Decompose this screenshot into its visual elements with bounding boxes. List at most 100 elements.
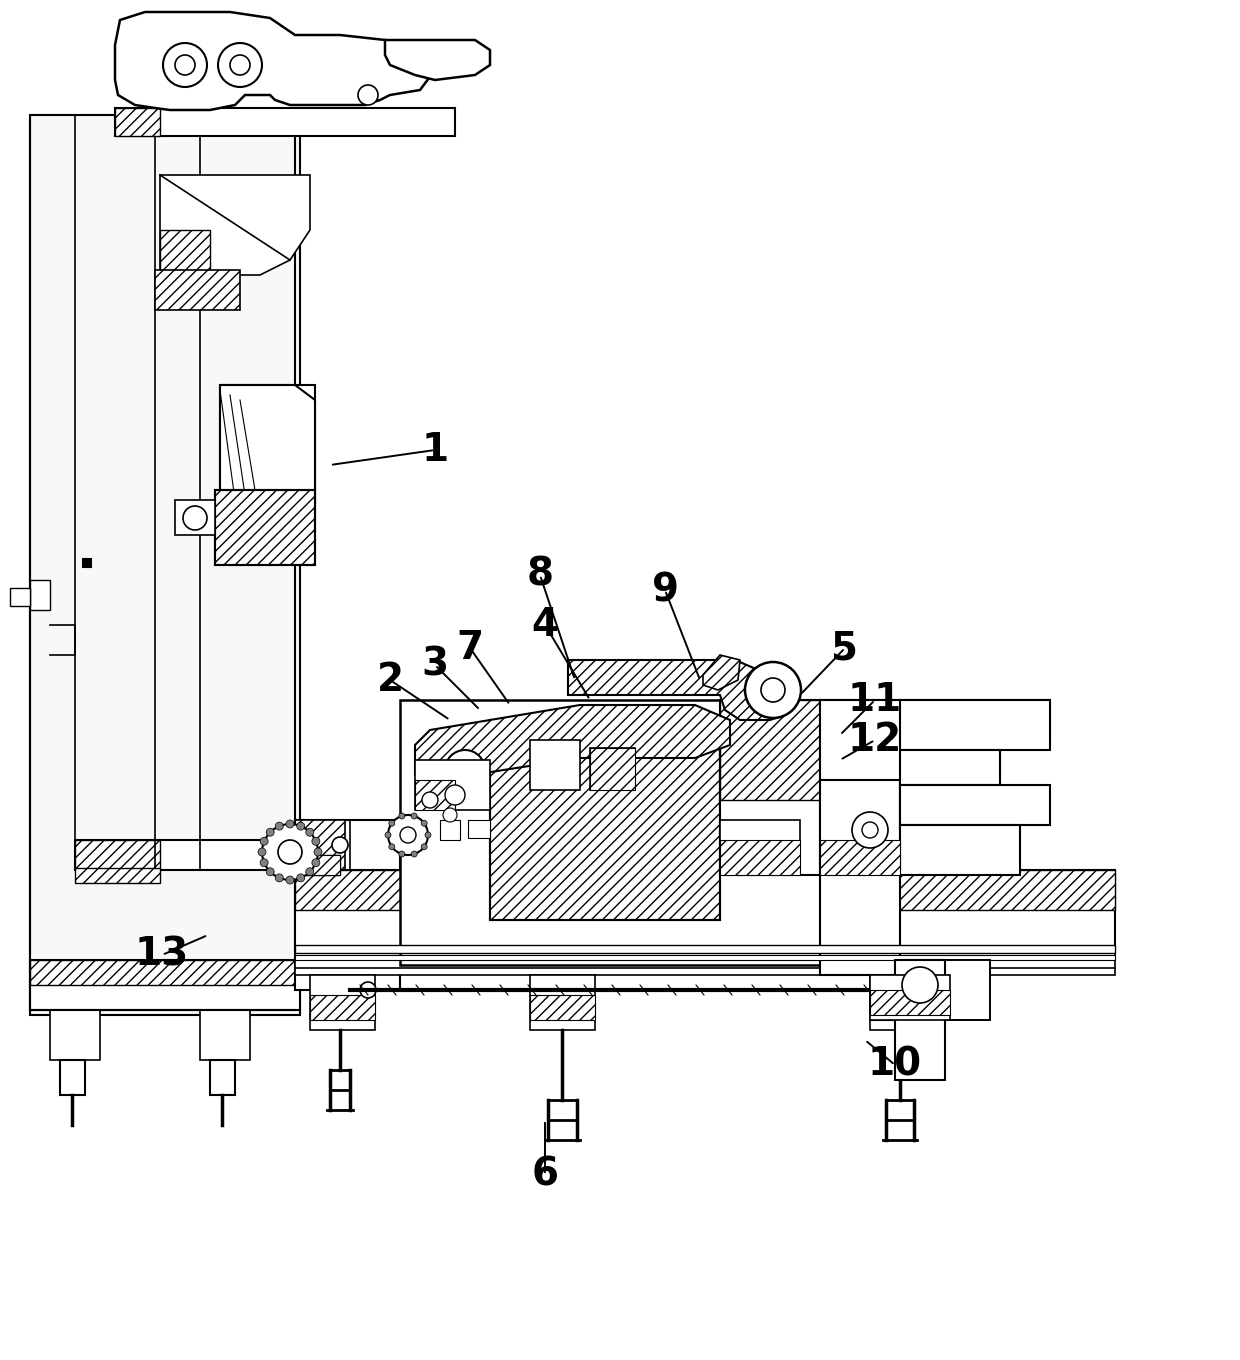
Text: 4: 4: [532, 607, 558, 645]
Polygon shape: [703, 656, 740, 690]
Circle shape: [267, 828, 274, 836]
Circle shape: [306, 868, 314, 876]
Text: 8: 8: [527, 556, 553, 594]
Bar: [30, 116, 300, 1015]
Bar: [490, 719, 720, 919]
Bar: [295, 955, 1115, 960]
Circle shape: [399, 851, 404, 857]
Circle shape: [296, 823, 305, 830]
Circle shape: [412, 851, 417, 857]
Polygon shape: [115, 12, 435, 110]
Text: 3: 3: [422, 646, 449, 684]
Bar: [50, 1010, 100, 1059]
Polygon shape: [219, 385, 315, 505]
Circle shape: [184, 506, 207, 530]
Circle shape: [314, 849, 322, 855]
Bar: [900, 826, 1021, 874]
Bar: [160, 230, 210, 275]
Bar: [295, 870, 1115, 951]
Circle shape: [278, 840, 303, 864]
Circle shape: [175, 54, 195, 75]
Circle shape: [229, 54, 250, 75]
Circle shape: [401, 827, 415, 843]
Bar: [900, 785, 1050, 826]
Circle shape: [267, 868, 274, 876]
Bar: [74, 840, 295, 870]
Circle shape: [388, 815, 428, 855]
Bar: [940, 960, 990, 1020]
Circle shape: [901, 967, 937, 1004]
Circle shape: [260, 858, 268, 866]
Circle shape: [275, 823, 283, 830]
Bar: [115, 107, 455, 136]
Circle shape: [412, 813, 417, 819]
Bar: [870, 975, 950, 1020]
Bar: [60, 1059, 86, 1095]
Bar: [295, 951, 1115, 975]
Text: 13: 13: [135, 936, 190, 974]
Polygon shape: [415, 704, 730, 781]
Bar: [870, 975, 935, 1030]
Circle shape: [296, 874, 305, 881]
Bar: [155, 271, 241, 310]
Polygon shape: [160, 175, 310, 275]
Bar: [74, 840, 160, 870]
Circle shape: [389, 843, 394, 850]
Polygon shape: [820, 700, 1050, 820]
Bar: [529, 996, 595, 1020]
Text: 2: 2: [377, 661, 403, 699]
Bar: [529, 975, 595, 1030]
Circle shape: [445, 749, 485, 790]
Bar: [30, 960, 300, 985]
Bar: [295, 945, 1115, 953]
Bar: [895, 975, 945, 1005]
Bar: [401, 700, 839, 966]
Circle shape: [862, 821, 878, 838]
Circle shape: [312, 838, 320, 846]
Bar: [215, 490, 315, 564]
Text: 1: 1: [422, 431, 449, 469]
Circle shape: [358, 84, 378, 105]
Polygon shape: [568, 660, 785, 719]
Circle shape: [443, 808, 458, 821]
Bar: [900, 749, 999, 785]
Bar: [210, 1059, 236, 1095]
Bar: [295, 870, 1115, 910]
Bar: [820, 840, 900, 874]
Bar: [295, 820, 401, 990]
Circle shape: [360, 982, 376, 998]
Bar: [590, 748, 635, 790]
Bar: [30, 960, 300, 1010]
Text: 11: 11: [848, 681, 903, 719]
Bar: [30, 579, 50, 611]
Circle shape: [312, 858, 320, 866]
Bar: [720, 700, 820, 874]
Circle shape: [384, 832, 391, 838]
Bar: [115, 107, 160, 136]
Circle shape: [260, 838, 268, 846]
Circle shape: [389, 820, 394, 827]
Circle shape: [286, 820, 294, 828]
Text: 10: 10: [868, 1046, 923, 1084]
Bar: [440, 820, 460, 840]
Circle shape: [761, 679, 785, 702]
Bar: [415, 781, 455, 811]
Bar: [720, 840, 800, 874]
Bar: [415, 760, 490, 811]
Polygon shape: [384, 39, 490, 80]
Bar: [870, 996, 935, 1020]
Bar: [895, 960, 945, 1080]
Bar: [305, 855, 340, 874]
Text: 12: 12: [848, 721, 903, 759]
Circle shape: [422, 843, 428, 850]
Bar: [720, 820, 800, 874]
Circle shape: [399, 813, 404, 819]
Circle shape: [262, 824, 317, 880]
Bar: [467, 820, 490, 838]
Bar: [820, 700, 900, 975]
Text: 5: 5: [832, 628, 858, 666]
Bar: [720, 700, 820, 800]
Bar: [529, 740, 580, 790]
Bar: [175, 500, 215, 534]
Circle shape: [275, 874, 283, 881]
